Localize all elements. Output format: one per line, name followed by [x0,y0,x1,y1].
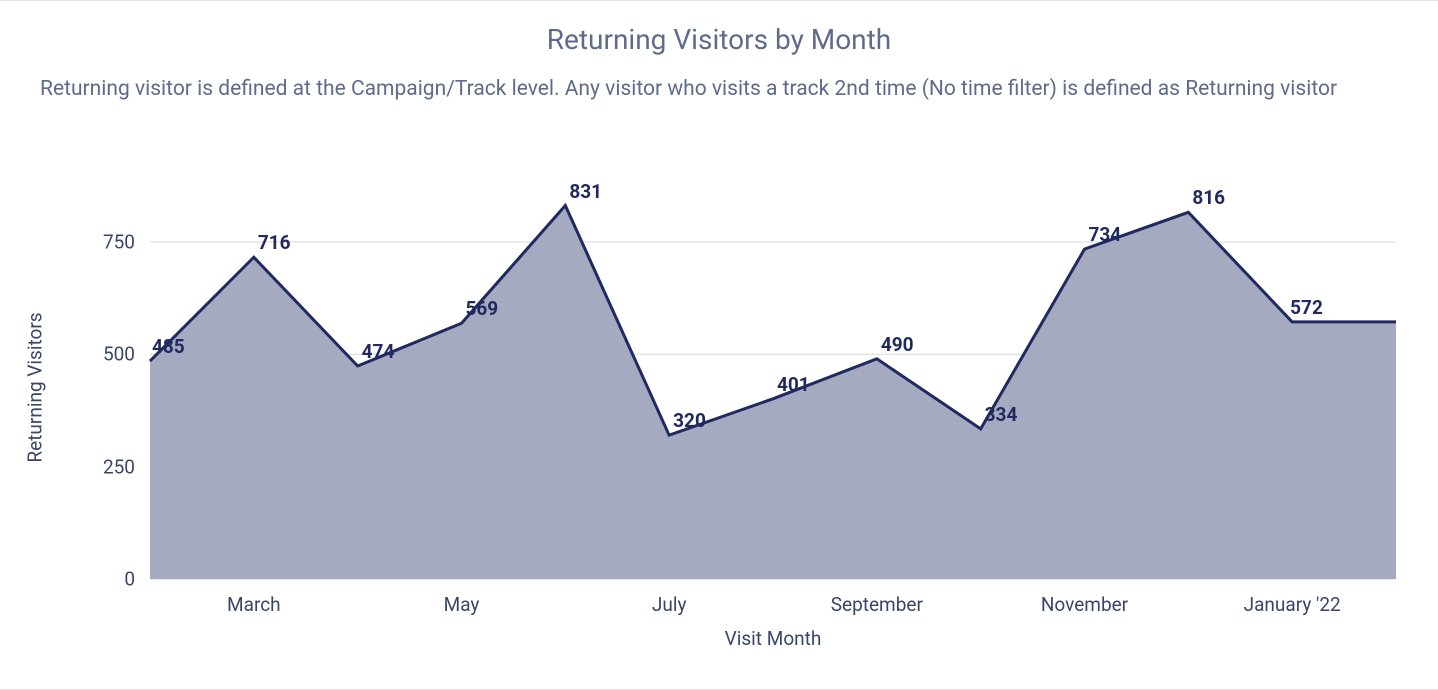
x-tick-label: May [444,593,480,616]
data-label: 569 [466,297,499,320]
plot-svg [150,197,1396,579]
data-label: 831 [569,180,602,203]
data-label: 485 [152,335,185,358]
chart-title: Returning Visitors by Month [0,1,1438,56]
x-tick-label: November [1041,593,1128,616]
area-fill [150,206,1396,579]
y-tick-label: 750 [80,230,135,253]
data-label: 816 [1192,186,1225,209]
x-tick-label: January '22 [1244,593,1341,616]
data-label: 401 [777,373,810,396]
y-tick-label: 250 [80,455,135,478]
x-tick-label: July [652,593,687,616]
chart-subtitle: Returning visitor is defined at the Camp… [0,56,1438,104]
plot-area [150,197,1396,579]
x-axis-label: Visit Month [150,627,1396,650]
data-label: 572 [1290,296,1323,319]
chart-container: Returning Visitors by Month Returning vi… [0,0,1438,690]
x-tick-label: March [227,593,281,616]
data-label: 320 [673,409,706,432]
y-tick-label: 500 [80,343,135,366]
data-label: 490 [881,333,914,356]
data-label: 716 [258,231,291,254]
x-tick-label: September [831,593,923,616]
data-label: 734 [1089,223,1122,246]
data-label: 474 [362,340,395,363]
y-axis-label: Returning Visitors [24,288,47,488]
y-tick-label: 0 [80,568,135,591]
data-label: 334 [985,403,1018,426]
